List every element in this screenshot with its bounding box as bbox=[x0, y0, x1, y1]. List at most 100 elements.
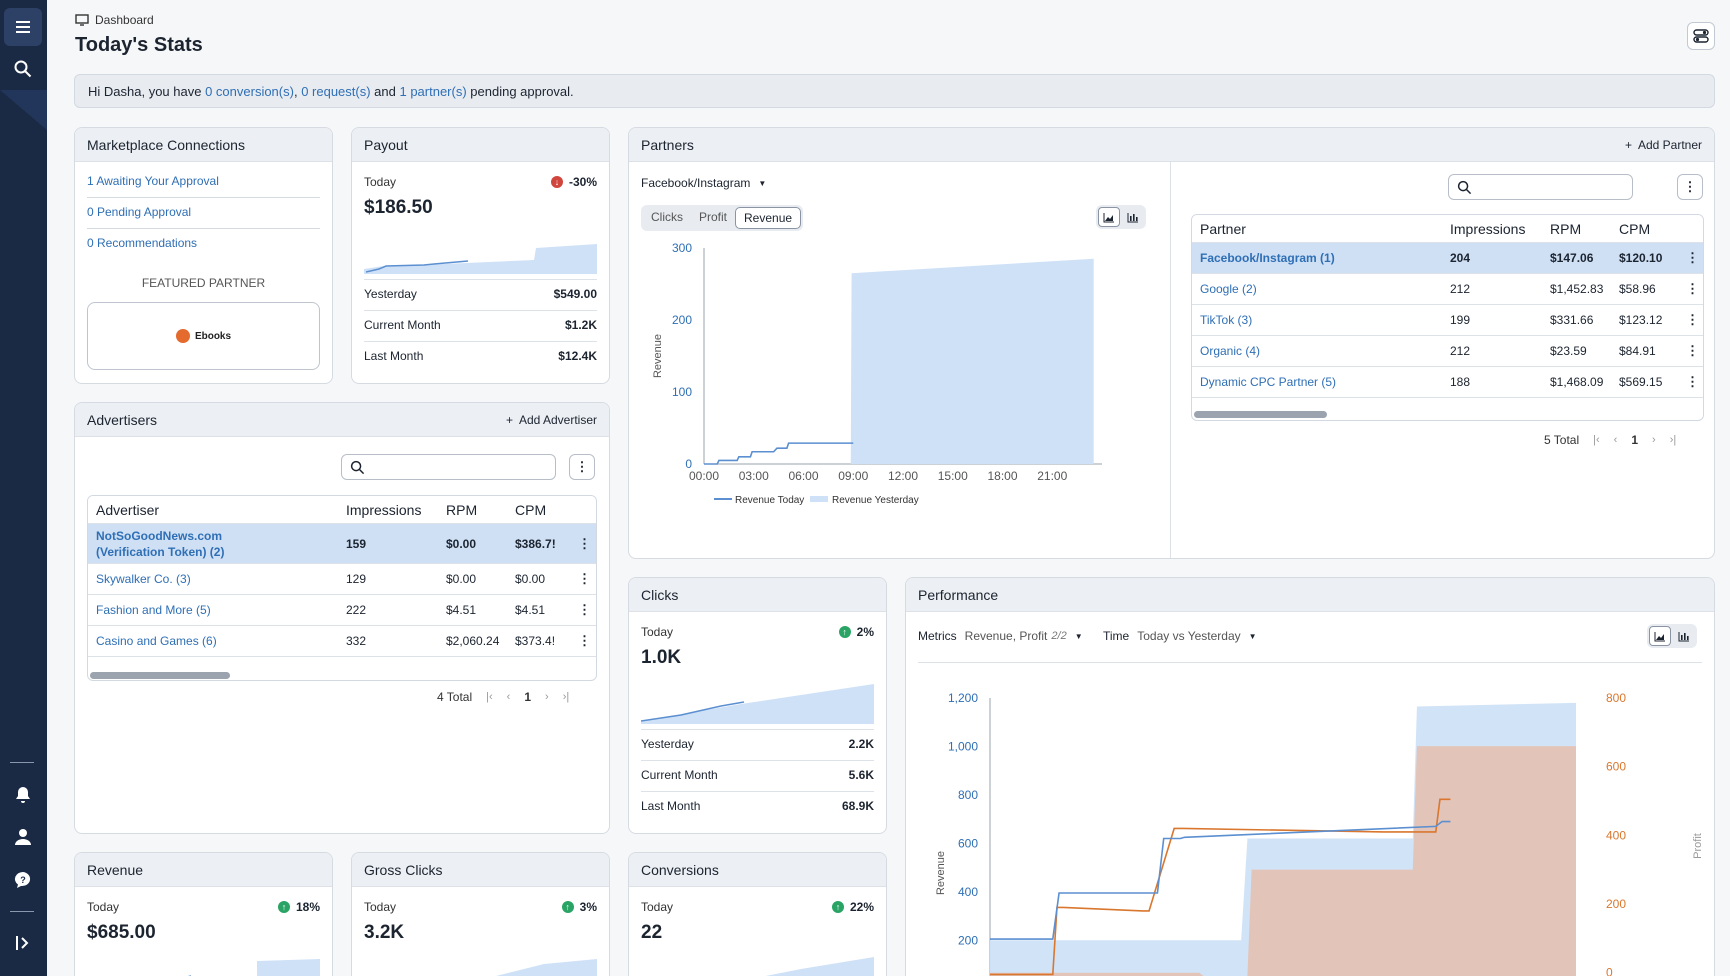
row-more-icon[interactable]: ⋮ bbox=[1686, 343, 1699, 358]
partners-options-button[interactable]: ⋮ bbox=[1677, 174, 1703, 200]
today-value: 22 bbox=[641, 922, 663, 943]
advertisers-search-input[interactable] bbox=[341, 454, 556, 480]
add-advertiser-button[interactable]: + Add Advertiser bbox=[506, 413, 597, 427]
help-button[interactable]: ? bbox=[4, 861, 42, 899]
next-page-icon[interactable]: › bbox=[545, 691, 549, 703]
row-name-link[interactable]: Dynamic CPC Partner (5) bbox=[1200, 375, 1337, 389]
row-name-link[interactable]: Facebook/Instagram (1) bbox=[1200, 251, 1335, 265]
table-row[interactable]: TikTok (3) 199 $331.66 $123.12 ⋮ bbox=[1192, 305, 1703, 336]
partners-search-input[interactable] bbox=[1448, 174, 1633, 200]
column-header-partner[interactable]: Partner bbox=[1200, 221, 1246, 237]
area-chart-button[interactable] bbox=[1098, 207, 1120, 227]
table-row[interactable]: NotSoGoodNews.com (Verification Token) (… bbox=[88, 524, 596, 564]
bar-chart-button[interactable] bbox=[1673, 626, 1695, 646]
search-button[interactable] bbox=[4, 50, 42, 88]
panel-header: Revenue bbox=[75, 853, 332, 887]
stat-row-value: 68.9K bbox=[841, 798, 874, 813]
first-page-icon[interactable]: |‹ bbox=[1593, 434, 1600, 446]
table-row[interactable]: Fashion and More (5) 222 $4.51 $4.51 ⋮ bbox=[88, 595, 596, 626]
x-tick-label: 21:00 bbox=[1037, 469, 1067, 483]
metrics-filter[interactable]: Metrics Revenue, Profit 2/2 ▼ bbox=[918, 629, 1083, 643]
last-page-icon[interactable]: ›| bbox=[1669, 434, 1677, 446]
row-name-link[interactable]: Organic (4) bbox=[1200, 344, 1261, 358]
row-name-link[interactable]: Fashion and More (5) bbox=[96, 603, 211, 617]
row-name-link[interactable]: Skywalker Co. (3) bbox=[96, 572, 191, 586]
prev-page-icon[interactable]: ‹ bbox=[506, 691, 511, 703]
expand-sidebar-button[interactable] bbox=[4, 924, 42, 962]
row-name-link[interactable]: Casino and Games (6) bbox=[96, 634, 217, 648]
current-page[interactable]: 1 bbox=[1631, 433, 1639, 447]
table-row[interactable]: Casino and Games (6) 332 $2,060.24 $373.4! ⋮ bbox=[88, 626, 596, 657]
notifications-button[interactable] bbox=[4, 776, 42, 814]
tab-revenue[interactable]: Revenue bbox=[735, 207, 802, 229]
conversions-link[interactable]: 0 conversion(s) bbox=[205, 83, 294, 99]
column-header-advertiser[interactable]: Advertiser bbox=[96, 502, 160, 518]
tab-clicks[interactable]: Clicks bbox=[651, 210, 683, 224]
horizontal-scrollbar[interactable] bbox=[1194, 411, 1327, 418]
sidebar-divider bbox=[10, 762, 34, 763]
table-row[interactable]: Dynamic CPC Partner (5) 188 $1,468.09 $569.… bbox=[1192, 367, 1703, 398]
row-more-icon[interactable]: ⋮ bbox=[578, 633, 591, 648]
awaiting-approval-link[interactable]: 1 Awaiting Your Approval bbox=[87, 174, 219, 188]
revenue-yesterday-area bbox=[704, 258, 1094, 464]
row-more-icon[interactable]: ⋮ bbox=[1686, 374, 1699, 389]
partners-link[interactable]: 1 partner(s) bbox=[399, 83, 467, 99]
cell-rpm: $1,468.09 bbox=[1550, 375, 1604, 389]
area-chart-button[interactable] bbox=[1649, 626, 1671, 646]
horizontal-scrollbar[interactable] bbox=[90, 672, 230, 679]
bar-chart-button[interactable] bbox=[1122, 207, 1144, 227]
column-header-cpm[interactable]: CPM bbox=[1619, 221, 1651, 237]
svg-text:?: ? bbox=[20, 875, 26, 885]
column-header-impressions[interactable]: Impressions bbox=[1450, 221, 1526, 237]
row-more-icon[interactable]: ⋮ bbox=[578, 535, 591, 551]
row-more-icon[interactable]: ⋮ bbox=[578, 602, 591, 617]
delta-badge: ↓ -30% bbox=[550, 175, 597, 189]
payout-sparkline bbox=[364, 244, 597, 274]
last-page-icon[interactable]: ›| bbox=[562, 691, 570, 703]
featured-partner-card[interactable]: Ebooks bbox=[87, 302, 320, 370]
row-more-icon[interactable]: ⋮ bbox=[1686, 312, 1699, 327]
column-header-cpm[interactable]: CPM bbox=[515, 502, 547, 518]
column-header-impressions[interactable]: Impressions bbox=[346, 502, 422, 518]
table-row[interactable]: Facebook/Instagram (1) 204 $147.06 $120.10 ⋮ bbox=[1192, 243, 1703, 274]
table-row[interactable]: Google (2) 212 $1,452.83 $58.96 ⋮ bbox=[1192, 274, 1703, 305]
menu-button[interactable] bbox=[4, 8, 42, 46]
y-tick-label: 800 bbox=[958, 788, 978, 802]
area-chart-icon bbox=[1103, 212, 1114, 222]
layout-toggle-button[interactable] bbox=[1687, 22, 1715, 50]
current-page[interactable]: 1 bbox=[524, 690, 532, 704]
stat-row: Current Month 5.6K bbox=[641, 760, 874, 788]
first-page-icon[interactable]: |‹ bbox=[486, 691, 493, 703]
today-value: 1.0K bbox=[641, 647, 682, 668]
stat-row-label: Last Month bbox=[364, 348, 424, 363]
row-more-icon[interactable]: ⋮ bbox=[578, 571, 591, 586]
profile-button[interactable] bbox=[4, 818, 42, 856]
requests-link[interactable]: 0 request(s) bbox=[301, 83, 371, 99]
conversions-sparkline bbox=[766, 957, 874, 976]
prev-page-icon[interactable]: ‹ bbox=[1613, 434, 1618, 446]
time-filter[interactable]: Time Today vs Yesterday ▼ bbox=[1103, 629, 1257, 643]
table-row[interactable]: Organic (4) 212 $23.59 $84.91 ⋮ bbox=[1192, 336, 1703, 367]
tab-profit[interactable]: Profit bbox=[699, 210, 728, 224]
partner-source-select[interactable]: Facebook/Instagram ▼ bbox=[641, 176, 766, 190]
add-partner-button[interactable]: + Add Partner bbox=[1625, 138, 1702, 152]
pending-approval-link[interactable]: 0 Pending Approval bbox=[87, 205, 192, 219]
breadcrumb[interactable]: Dashboard bbox=[75, 13, 154, 27]
column-header-rpm[interactable]: RPM bbox=[1550, 221, 1582, 237]
cell-impressions: 159 bbox=[346, 536, 367, 551]
row-name-link[interactable]: Google (2) bbox=[1200, 282, 1257, 296]
row-more-icon[interactable]: ⋮ bbox=[1686, 250, 1699, 265]
x-tick-label: 15:00 bbox=[938, 469, 968, 483]
next-page-icon[interactable]: › bbox=[1652, 434, 1656, 446]
y-tick-label: 1,200 bbox=[948, 691, 978, 705]
recommendations-link[interactable]: 0 Recommendations bbox=[87, 236, 198, 250]
stat-row: Current Month $1.2K bbox=[364, 310, 597, 338]
today-value: 3.2K bbox=[364, 922, 405, 943]
row-more-icon[interactable]: ⋮ bbox=[1686, 281, 1699, 296]
table-row[interactable]: Skywalker Co. (3) 129 $0.00 $0.00 ⋮ bbox=[88, 564, 596, 595]
today-label: Today bbox=[87, 900, 120, 914]
row-name-link[interactable]: NotSoGoodNews.com (Verification Token) (… bbox=[96, 528, 225, 559]
column-header-rpm[interactable]: RPM bbox=[446, 502, 478, 518]
advertisers-options-button[interactable]: ⋮ bbox=[569, 454, 595, 480]
row-name-link[interactable]: TikTok (3) bbox=[1200, 313, 1253, 327]
